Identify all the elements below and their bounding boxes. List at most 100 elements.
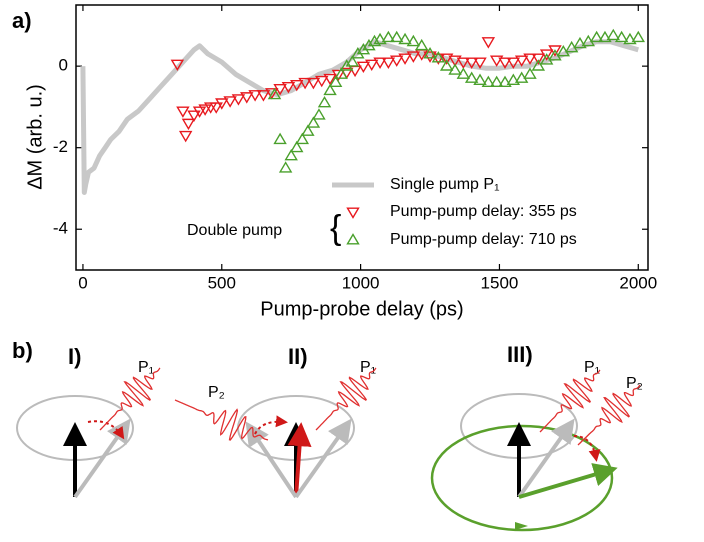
diagram: b) I) II) III) P₁ P₂ P₁ P₁ P₂ <box>12 338 643 532</box>
data-point <box>406 51 421 63</box>
data-point <box>481 75 496 88</box>
data-point <box>331 69 346 82</box>
data-point <box>423 51 437 63</box>
pulse <box>99 367 161 431</box>
data-point <box>187 110 201 122</box>
data-point <box>573 36 587 49</box>
data-point <box>423 47 437 59</box>
data-point <box>389 30 404 43</box>
data-point <box>589 30 604 43</box>
data-point <box>631 30 646 43</box>
legend-marker <box>346 207 360 219</box>
data-point <box>598 30 612 43</box>
data-point <box>514 55 529 67</box>
data-point <box>170 59 185 71</box>
data-point <box>473 57 487 69</box>
plot-frame <box>75 4 649 271</box>
data-point <box>373 57 387 69</box>
data-point <box>312 108 326 120</box>
data-point <box>176 106 190 118</box>
data-point <box>328 75 343 88</box>
data-point <box>364 59 379 71</box>
data-point <box>523 53 537 65</box>
legend-label: Pump-pump delay: 710 ps <box>390 231 577 248</box>
data-point <box>439 53 454 65</box>
y-tick-label: 0 <box>59 56 68 75</box>
panel-label: a) <box>12 8 32 33</box>
data-point <box>414 38 429 51</box>
data-point <box>506 57 521 69</box>
data-point <box>398 32 412 45</box>
magnetization <box>73 418 131 499</box>
data-point <box>267 87 282 100</box>
torque <box>573 435 601 462</box>
data-point <box>473 73 487 85</box>
orbit-arrow <box>515 522 528 530</box>
stage-label: III) <box>507 342 533 367</box>
data-point <box>290 140 304 153</box>
data-point <box>481 37 496 49</box>
pulse <box>174 399 269 441</box>
pulse-label: P₁ <box>360 359 376 376</box>
data-point <box>406 34 421 47</box>
pulse <box>539 369 601 433</box>
y-tick-label: -2 <box>53 137 68 156</box>
data-point <box>301 124 315 136</box>
magnetization <box>245 421 298 499</box>
magnetization <box>294 418 352 499</box>
x-axis-label: Pump-probe delay (ps) <box>260 298 463 320</box>
legend-marker <box>346 233 360 245</box>
data-point <box>623 32 637 45</box>
pulse <box>577 384 641 446</box>
panel-label: b) <box>12 338 33 363</box>
brace: { <box>330 209 341 247</box>
pulse-label: P₁ <box>138 359 154 376</box>
data-point <box>531 59 546 71</box>
data-point <box>373 32 387 45</box>
data-point <box>317 95 332 108</box>
data-point <box>464 71 479 83</box>
legend-group: Double pump <box>187 222 282 239</box>
data-point <box>281 81 296 94</box>
x-tick-label: 0 <box>78 273 87 292</box>
data-point <box>464 57 479 69</box>
magnetization <box>517 418 575 499</box>
data-point <box>439 59 454 71</box>
pulse-label: P₂ <box>208 384 225 401</box>
data-point <box>345 55 360 67</box>
magnetization <box>287 422 312 498</box>
data-point <box>215 98 229 110</box>
data-point <box>548 45 562 57</box>
data-point <box>523 67 537 79</box>
data-point <box>398 53 412 65</box>
data-point <box>223 96 237 108</box>
magnetization <box>518 463 618 499</box>
data-point <box>448 63 462 75</box>
data-point <box>273 132 287 145</box>
pulse-label: P₁ <box>584 359 600 376</box>
data-point <box>506 73 521 85</box>
y-axis-label: ΔM (arb. u.) <box>24 84 46 190</box>
data-point <box>273 84 287 96</box>
data-point <box>498 57 512 69</box>
data-point <box>306 77 321 90</box>
x-tick-label: 2000 <box>619 273 657 292</box>
data-point <box>306 116 321 128</box>
data-point <box>381 57 396 69</box>
torque <box>254 415 288 435</box>
data-point <box>489 55 504 67</box>
data-point <box>265 88 279 100</box>
torque <box>87 420 125 440</box>
data-point <box>298 77 312 90</box>
data-point <box>323 83 337 96</box>
pulse <box>315 367 377 431</box>
data-point <box>231 94 246 106</box>
data-point <box>381 30 396 43</box>
data-point <box>323 73 337 86</box>
data-point <box>295 132 310 145</box>
data-point <box>614 30 629 43</box>
data-point <box>178 130 193 143</box>
stage-label: I) <box>68 344 81 369</box>
data-point <box>181 118 196 131</box>
